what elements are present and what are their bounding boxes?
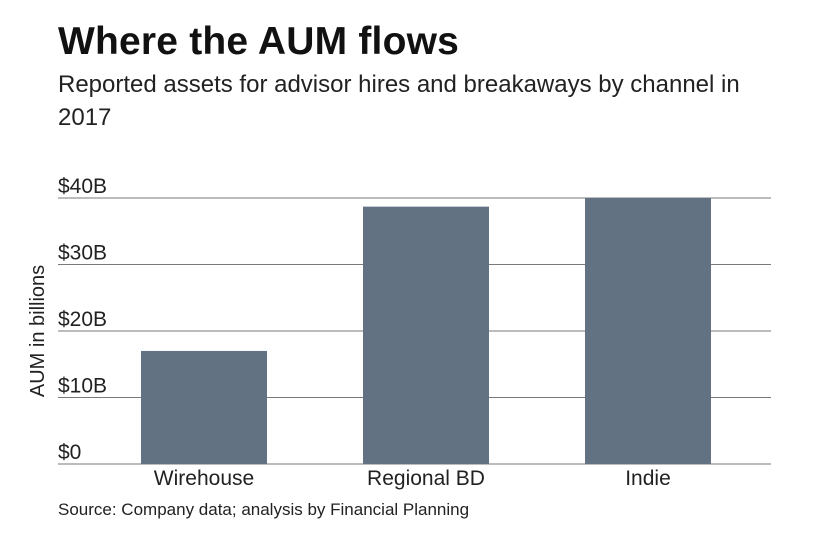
y-tick-label: $0 bbox=[58, 441, 81, 464]
y-tick-label: $10B bbox=[58, 375, 107, 398]
bar bbox=[585, 198, 711, 464]
bar bbox=[141, 350, 267, 464]
x-tick-label: Wirehouse bbox=[154, 467, 254, 490]
y-tick-label: $40B bbox=[58, 175, 107, 198]
x-tick-label: Regional BD bbox=[367, 467, 485, 490]
x-tick-label: Indie bbox=[625, 467, 671, 490]
chart-title: Where the AUM flows bbox=[58, 20, 460, 63]
bar bbox=[363, 206, 489, 464]
y-tick-label: $20B bbox=[58, 308, 107, 331]
chart-subtitle: Reported assets for advisor hires and br… bbox=[58, 71, 740, 131]
y-axis-label: AUM in billions bbox=[27, 265, 49, 397]
y-tick-label: $30B bbox=[58, 242, 107, 265]
source-note: Source: Company data; analysis by Financ… bbox=[58, 500, 470, 519]
